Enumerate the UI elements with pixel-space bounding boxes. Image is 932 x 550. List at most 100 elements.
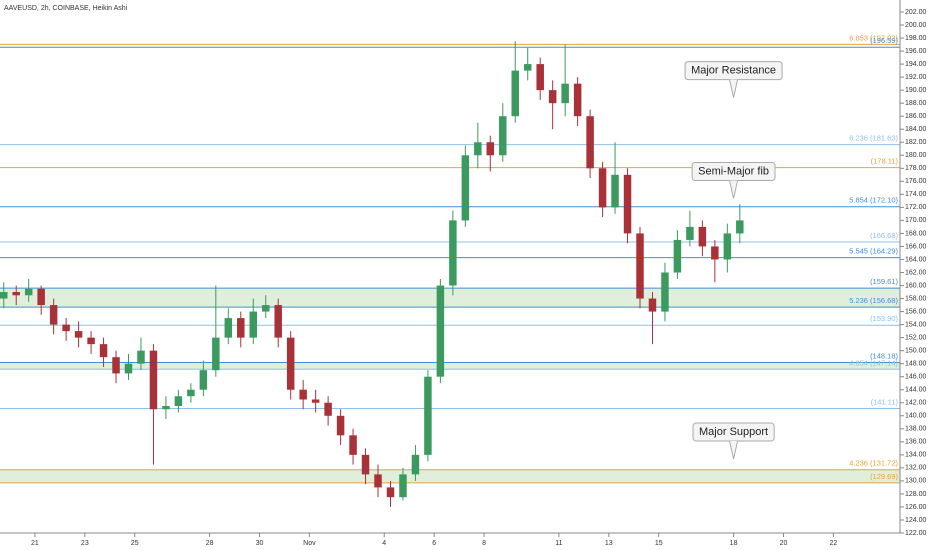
- candle-body: [174, 396, 183, 407]
- x-tick-label: 23: [81, 540, 89, 547]
- candle-body: [711, 246, 719, 260]
- candle-body: [286, 337, 295, 390]
- y-tick-label: 140.00: [905, 413, 927, 420]
- zone: [0, 288, 900, 308]
- candle-body: [374, 474, 382, 488]
- candle-body: [212, 337, 220, 371]
- x-tick-label: 28: [206, 540, 214, 547]
- level-label: 6.236 (181.63): [849, 134, 898, 143]
- y-tick-label: 168.00: [905, 230, 927, 237]
- candle-body: [349, 435, 357, 455]
- y-tick-label: 170.00: [905, 217, 927, 224]
- candle-body: [162, 406, 170, 410]
- candle-body: [698, 226, 707, 247]
- y-tick-label: 136.00: [905, 439, 927, 446]
- y-tick-label: 156.00: [905, 308, 927, 315]
- y-tick-label: 134.00: [905, 452, 927, 459]
- annotation: Major Resistance: [684, 61, 783, 98]
- x-tick-label: 6: [432, 540, 436, 547]
- x-tick-label: 21: [31, 540, 39, 547]
- x-tick-label: 8: [482, 540, 486, 547]
- candle-body: [62, 324, 70, 332]
- candle-body: [237, 318, 245, 338]
- annotation-text: Major Support: [699, 426, 768, 438]
- candle-body: [486, 142, 495, 156]
- candle-body: [124, 363, 133, 374]
- y-tick-label: 192.00: [905, 74, 927, 81]
- y-tick-label: 138.00: [905, 426, 927, 433]
- candle-body: [112, 357, 120, 374]
- candle-body: [611, 174, 619, 208]
- level-label: 6.853 (197.02): [849, 33, 898, 42]
- candle-body: [598, 168, 607, 208]
- candle-body: [311, 399, 320, 403]
- annotation: Semi-Major fib: [691, 162, 776, 199]
- candle-body: [87, 337, 95, 345]
- y-tick-label: 148.00: [905, 361, 927, 368]
- candle-body: [99, 344, 108, 358]
- annotation-pointer: [729, 180, 739, 199]
- candle-body: [49, 305, 58, 325]
- y-tick-label: 184.00: [905, 126, 927, 133]
- candle-body: [736, 220, 744, 234]
- x-tick-label: 20: [780, 540, 788, 547]
- level-label: 4.236 (131.72): [849, 459, 898, 468]
- level-label: (178.11): [871, 157, 899, 166]
- annotation: Major Support: [692, 422, 775, 460]
- y-tick-label: 176.00: [905, 178, 927, 185]
- level-label: 5.545 (164.29): [849, 247, 898, 256]
- y-tick-label: 122.00: [905, 530, 927, 537]
- y-tick-label: 128.00: [905, 491, 927, 498]
- annotation-text: Major Resistance: [691, 65, 776, 77]
- x-tick-label: 4: [382, 540, 386, 547]
- y-tick-label: 152.00: [905, 334, 927, 341]
- candle-body: [336, 415, 345, 436]
- candle-body: [187, 389, 195, 397]
- chart-title: AAVEUSD, 2h, COINBASE, Heikin Ashi: [4, 5, 128, 12]
- x-tick-label: 30: [256, 540, 264, 547]
- y-tick-label: 162.00: [905, 269, 927, 276]
- x-tick-label: Nov: [303, 540, 316, 547]
- candle-body: [686, 226, 694, 240]
- candle-body: [386, 487, 395, 498]
- candle-body: [636, 233, 644, 299]
- x-tick-label: 13: [605, 540, 613, 547]
- level-label: 4.854 (147.14): [849, 358, 898, 367]
- candle-body: [474, 142, 482, 156]
- candle-body: [673, 239, 682, 273]
- y-tick-label: 186.00: [905, 113, 927, 120]
- y-tick-label: 198.00: [905, 35, 927, 42]
- y-tick-label: 174.00: [905, 191, 927, 198]
- candle-body: [361, 454, 370, 475]
- y-tick-label: 178.00: [905, 165, 927, 172]
- x-tick-label: 11: [555, 540, 562, 547]
- y-tick-label: 144.00: [905, 387, 927, 394]
- candle-body: [249, 311, 258, 338]
- candle-body: [411, 454, 420, 475]
- candle-body: [561, 83, 569, 104]
- candle-body: [586, 116, 594, 169]
- y-tick-label: 200.00: [905, 22, 927, 29]
- candle-body: [37, 288, 45, 306]
- candle-body: [137, 350, 145, 364]
- y-tick-label: 180.00: [905, 152, 927, 159]
- level-label: (129.69): [870, 472, 898, 481]
- candle-body: [199, 370, 208, 390]
- y-tick-label: 124.00: [905, 517, 927, 524]
- x-tick-label: 15: [655, 540, 663, 547]
- candle-body: [24, 288, 33, 296]
- candle-body: [536, 64, 544, 91]
- candle-body: [461, 155, 470, 221]
- y-tick-label: 126.00: [905, 504, 927, 511]
- candle-body: [74, 331, 83, 338]
- y-tick-label: 132.00: [905, 465, 927, 472]
- candle-body: [299, 389, 307, 400]
- level-label: (159.61): [870, 277, 898, 286]
- y-tick-label: 158.00: [905, 295, 927, 302]
- y-tick-label: 196.00: [905, 48, 927, 55]
- y-tick-label: 150.00: [905, 347, 927, 354]
- level-label: 5.854 (172.10): [849, 196, 898, 205]
- level-label: (166.68): [870, 231, 898, 240]
